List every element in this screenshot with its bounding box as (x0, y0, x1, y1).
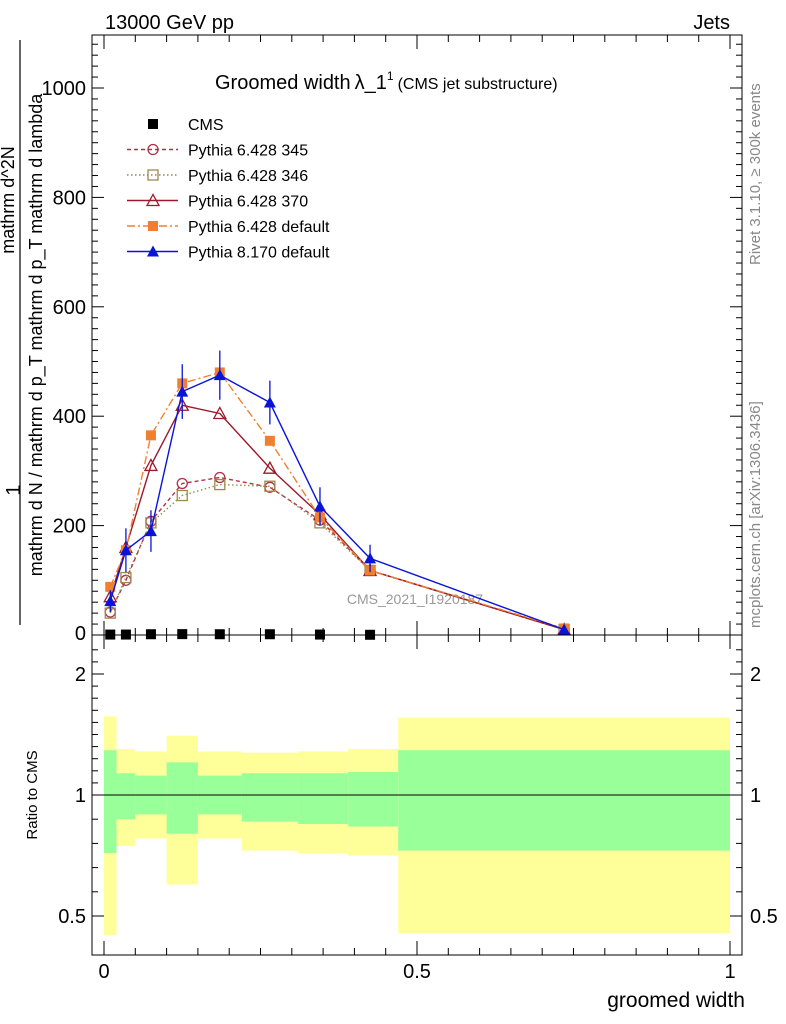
uncertainty-band-inner (348, 772, 399, 827)
ratio-axis-ticks (92, 635, 742, 955)
data-point (264, 629, 275, 640)
legend-label: Pythia 6.428 default (188, 219, 330, 236)
data-point (262, 460, 277, 474)
y-label-den: mathrm d N / mathrm d p_T mathrm d p_T m… (26, 93, 47, 576)
series-layer (103, 350, 572, 640)
y-tick-label: 800 (53, 187, 86, 209)
data-point (214, 629, 225, 640)
mcplots-label: mcplots.cern.ch [arXiv:1306.3436] (747, 401, 764, 628)
data-point (213, 369, 226, 381)
y-tick-zero: 0 (75, 623, 86, 645)
data-point (144, 525, 157, 537)
data-point (145, 629, 156, 640)
data-point (105, 581, 116, 592)
data-point (212, 406, 227, 420)
y-tick-label: 1000 (42, 78, 87, 100)
legend-marker (148, 221, 158, 231)
uncertainty-band-inner (166, 762, 198, 834)
data-point (214, 478, 226, 491)
data-point (176, 489, 188, 502)
legend-label: CMS (188, 117, 224, 134)
data-point (176, 477, 188, 490)
series-4 (105, 367, 570, 634)
main-panel: 200 400 600 800 1000 0 Groomed width λ_11 (CMS… (0, 34, 743, 645)
ratio-panel: 0.5 0.51 12 2 0 0.5 1 Ratio to CMS groomed wi… (24, 634, 778, 1012)
ratio-y-tick-label-right: 2 (750, 664, 761, 686)
y-tick-label: 400 (53, 406, 86, 428)
x-tick-label: 0.5 (403, 961, 431, 983)
energy-label: 13000 GeV pp (105, 12, 234, 34)
main-axis-ticks (92, 35, 742, 636)
rivet-label: Rivet 3.1.10, ≥ 300k events (747, 83, 764, 265)
data-point (119, 544, 132, 556)
x-axis-label: groomed width (607, 989, 745, 1012)
process-label: Jets (693, 12, 730, 34)
data-point (177, 629, 188, 640)
ratio-y-tick-label-right: 0.5 (750, 906, 778, 928)
data-point (143, 458, 159, 472)
legend: CMS Pythia 6.428 345 Pythia 6.428 346 Pythi… (127, 117, 330, 262)
y-axis-label: 1 mathrm d N / mathrm d p_T mathrm d p_T… (0, 40, 47, 625)
series-0 (105, 629, 376, 640)
ratio-y-tick-label: 1 (75, 785, 86, 807)
data-point (120, 571, 132, 584)
y-tick-label: 600 (53, 297, 86, 319)
ratio-y-label: Ratio to CMS (24, 750, 41, 839)
series-2 (104, 478, 570, 636)
uncertainty-band-inner (398, 750, 730, 851)
ratio-y-tick-label-right: 1 (750, 785, 761, 807)
ratio-bands (104, 716, 730, 936)
uncertainty-band-inner (116, 773, 136, 820)
y-label-num: 1 (3, 484, 25, 495)
legend-label: Pythia 6.428 345 (188, 143, 308, 160)
legend-label: Pythia 6.428 370 (188, 194, 308, 211)
uncertainty-band-inner (241, 773, 299, 822)
x-tick-label: 1 (724, 961, 735, 983)
data-point (104, 595, 117, 607)
data-point (558, 623, 571, 635)
data-point (364, 552, 377, 564)
x-tick-label: 0 (98, 961, 109, 983)
legend-label: Pythia 6.428 346 (188, 168, 308, 185)
legend-marker (145, 193, 161, 207)
series-3 (103, 397, 572, 636)
ratio-y-tick-label: 2 (75, 664, 86, 686)
data-point (214, 471, 226, 484)
legend-marker (147, 143, 159, 156)
data-point (176, 385, 189, 397)
x-tick-labels: 0 0.5 1 (98, 961, 735, 983)
series-line (109, 483, 565, 631)
main-y-tick-labels: 200 400 600 800 1000 (42, 78, 87, 538)
data-point (263, 396, 276, 408)
data-point (313, 500, 326, 512)
y-label-frac-num: mathrm d^2N (0, 146, 18, 253)
data-point (145, 430, 156, 441)
legend-marker (147, 169, 159, 181)
series-5 (104, 350, 571, 635)
uncertainty-band-inner (298, 773, 349, 825)
uncertainty-band-inner (104, 750, 117, 854)
ratio-y-tick-label: 0.5 (58, 906, 86, 928)
data-point (264, 480, 276, 492)
y-tick-label: 200 (53, 516, 86, 538)
series-line (109, 404, 565, 631)
legend-label: Pythia 8.170 default (188, 245, 330, 262)
ratio-y-tick-labels: 0.5 0.5 1 1 2 2 (58, 664, 778, 928)
legend-marker (148, 119, 158, 129)
chart-title: Groomed width λ_11 (CMS jet substructure) (215, 69, 558, 94)
data-point (264, 435, 275, 446)
legend-marker (147, 245, 159, 257)
